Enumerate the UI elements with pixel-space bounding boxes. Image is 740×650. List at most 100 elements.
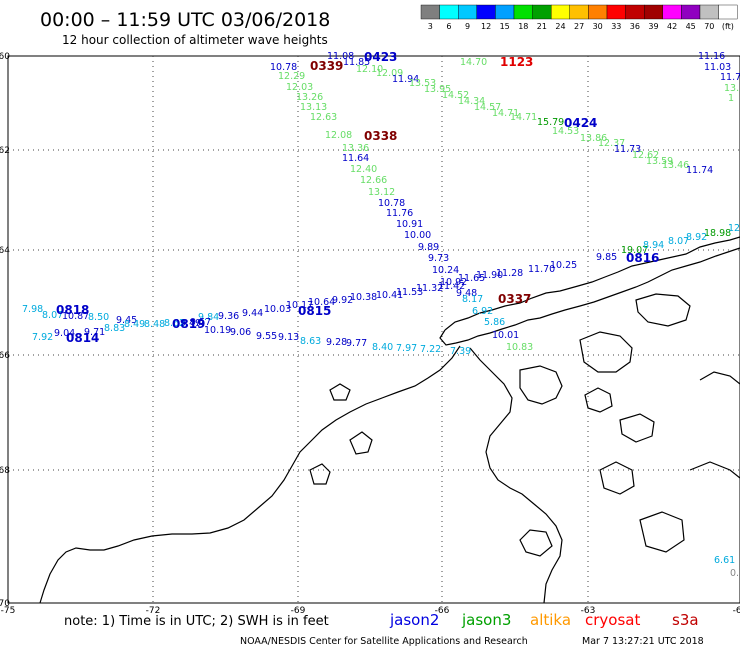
pass-label: 0814 — [66, 331, 99, 345]
wave-height-value: 7.22 — [420, 344, 441, 355]
wave-height-value: 10.92 — [440, 277, 467, 288]
wave-height-value: 10.17 — [286, 300, 313, 311]
lon-label: -63 — [581, 606, 596, 616]
wave-height-value: 13. — [724, 83, 739, 94]
color-swatch — [662, 4, 682, 20]
wave-height-value: 11.65 — [458, 273, 485, 284]
color-scale-tick: 27 — [574, 22, 584, 31]
wave-height-value: 13.86 — [580, 133, 607, 144]
wave-height-value: 10.03 — [264, 304, 291, 315]
wave-height-value: 12.66 — [360, 175, 387, 186]
color-scale-tick: 18 — [518, 22, 528, 31]
axis-labels: -60 -62 -64 -66 -68 -70-75 -72 -69 -66 -63 -60 — [0, 52, 740, 616]
wave-height-value: 11.74 — [686, 165, 713, 176]
wave-height-value: 7.97 — [396, 343, 417, 354]
wave-height-value: 1 — [728, 93, 734, 104]
color-swatch — [569, 4, 589, 20]
wave-height-value: 10.83 — [506, 342, 533, 353]
wave-height-value: 11.64 — [342, 153, 369, 164]
pass-label: 0423 — [364, 50, 397, 64]
wave-height-value: 11.76 — [386, 208, 413, 219]
timestamp-text: Mar 7 13:27:21 UTC 2018 — [582, 636, 704, 647]
color-swatch — [606, 4, 626, 20]
wave-height-value: 10.38 — [350, 292, 377, 303]
wave-height-value: 9.92 — [332, 295, 353, 306]
wave-height-value: 10.00 — [404, 230, 431, 241]
pass-id-labels: 0423 0339 1123 0338 0424 0816 0337 0815 0818 0814… — [56, 50, 659, 345]
lon-label: -66 — [435, 606, 450, 616]
color-swatch — [718, 4, 738, 20]
color-swatch — [439, 4, 459, 20]
wave-height-value: 8.63 — [300, 336, 321, 347]
wave-height-value: 9.73 — [428, 253, 449, 264]
wave-height-value: 9.49 — [180, 318, 201, 329]
wave-height-value: 10.91 — [396, 219, 423, 230]
color-scale-tick: 70 — [704, 22, 714, 31]
color-swatch — [625, 4, 645, 20]
wave-height-value: 5.86 — [484, 317, 505, 328]
wave-height-value: 9.13 — [278, 332, 299, 343]
wave-height-value: 9.48 — [456, 288, 477, 299]
wave-height-value: 10.01 — [492, 330, 519, 341]
color-scale-tick: 9 — [465, 22, 470, 31]
color-scale-tick: 12 — [481, 22, 491, 31]
wave-height-value: 6.92 — [472, 306, 493, 317]
wave-height-value: 7.92 — [32, 332, 53, 343]
wave-height-value: 10.24 — [432, 265, 459, 276]
wave-height-value: 12.62 — [632, 150, 659, 161]
wave-height-value: 12.63 — [310, 112, 337, 123]
wave-height-value: 14.52 — [442, 90, 469, 101]
color-scale-bar: 3 6 9 12 15 18 21 24 27 30 33 36 39 42 45 70 (ft) — [420, 4, 738, 31]
wave-height-value: 12.29 — [278, 71, 305, 82]
color-scale-tick: (ft) — [722, 22, 734, 31]
color-scale-tick: 6 — [446, 22, 451, 31]
wave-height-value: 11.32 — [416, 283, 443, 294]
color-scale-tick: 3 — [428, 22, 433, 31]
wave-height-value: 8.17 — [462, 294, 483, 305]
pass-label: 1123 — [500, 55, 533, 69]
wave-height-value: 9.28 — [326, 337, 347, 348]
wave-height-value: 9.85 — [596, 252, 617, 263]
pass-label: 0819 — [172, 317, 205, 331]
wave-height-value: 13.12 — [368, 187, 395, 198]
wave-height-value: 12. — [728, 223, 740, 234]
wave-height-value: 12.10 — [356, 64, 383, 75]
wave-height-value: 10.25 — [550, 260, 577, 271]
credit-text: NOAA/NESDIS Center for Satellite Applica… — [240, 636, 528, 647]
wave-height-value: 11.42 — [438, 281, 465, 292]
wave-height-value: 13.95 — [424, 84, 451, 95]
map-title: 00:00 – 11:59 UTC 03/06/2018 — [40, 9, 330, 31]
pass-label: 0337 — [498, 292, 531, 306]
wave-height-value: 8.49 — [124, 319, 145, 330]
wave-height-value: 8.48 — [144, 319, 165, 330]
wave-height-value: 8.83 — [104, 323, 125, 334]
wave-height-value: 11.85 — [343, 57, 370, 68]
wave-height-value: 12.09 — [376, 68, 403, 79]
wave-height-value: 15.79 — [537, 117, 564, 128]
map-subtitle: 12 hour collection of altimeter wave hei… — [62, 33, 328, 47]
wave-height-value: 13.53 — [409, 78, 436, 89]
wave-height-value: 9.89 — [418, 242, 439, 253]
color-swatch — [644, 4, 664, 20]
wave-height-value: 8.07 — [668, 236, 689, 247]
wave-height-value: 9.84 — [198, 312, 219, 323]
wave-height-value: 13.13 — [300, 102, 327, 113]
pass-label: 0815 — [298, 304, 331, 318]
lat-label: -60 — [0, 52, 10, 62]
wave-height-value: 7.39 — [450, 346, 471, 357]
wave-height-value: 9.44 — [242, 308, 263, 319]
lat-lon-grid — [8, 56, 740, 603]
color-swatch — [532, 4, 552, 20]
wave-height-value: 10.87 — [62, 311, 89, 322]
wave-height-value: 8.50 — [88, 312, 109, 323]
wave-height-value: 9.77 — [346, 338, 367, 349]
wave-height-value: 8.07 — [42, 310, 63, 321]
color-swatch — [699, 4, 719, 20]
wave-height-value: 11.08 — [327, 51, 354, 62]
color-scale-tick: 36 — [630, 22, 640, 31]
pass-label: 0339 — [310, 59, 343, 73]
wave-height-value: 14.70 — [460, 57, 487, 68]
color-scale-tick: 33 — [611, 22, 621, 31]
wave-height-value: 14.34 — [458, 96, 485, 107]
